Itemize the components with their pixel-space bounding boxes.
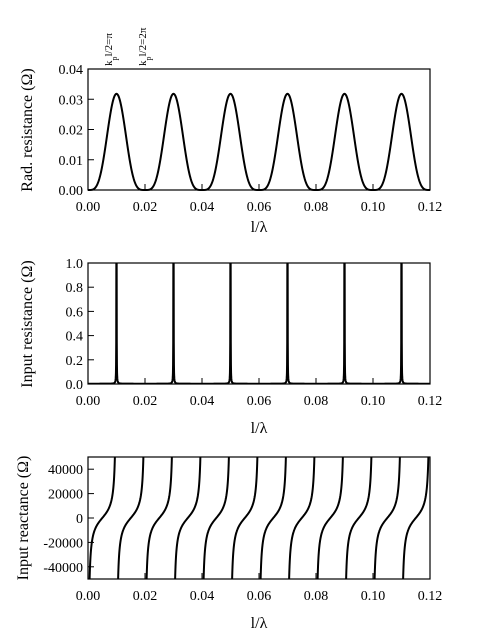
x-tick-label: 0.00 [76,200,101,215]
x-tick-label: 0.02 [133,589,158,604]
y-tick-label: 0.01 [59,154,84,169]
series-line-branch [174,457,202,579]
y-tick-label: 0.04 [59,63,84,78]
series-line-branch [259,457,287,579]
series-line-branch [402,457,430,579]
series-line-segment [373,263,430,384]
y-tick-label: -20000 [43,536,83,551]
x-tick-label: 0.06 [247,200,272,215]
x-tick-label: 0.08 [304,200,329,215]
y-tick-label: 0 [76,512,83,527]
y-tick-label: 0.8 [66,281,84,296]
y-tick-label: 0.03 [59,93,84,108]
y-tick-label: 0.0 [66,378,84,393]
series-line-branch [373,457,401,579]
series-line-segment [88,263,145,384]
panel-radiation-resistance: 0.00 0.01 0.02 0.03 0.04 0.00 0.02 0.04 0.06 0.0… [19,27,442,236]
series-line-segment [259,263,316,384]
plot-frame [87,262,431,385]
y-tick-label: 0.00 [59,184,84,199]
annotation-label: kpl/2=π [103,33,119,66]
y-tick-label: 0.02 [59,124,84,139]
x-tick-label: 0.06 [247,589,272,604]
x-axis-label: l/λ [251,420,268,437]
x-tick-label: 0.12 [418,200,443,215]
x-tick-label: 0.10 [361,394,386,409]
x-tick-label: 0.10 [361,589,386,604]
x-tick-label: 0.08 [304,589,329,604]
y-tick-label: 0.2 [66,354,84,369]
x-tick-label: 0.00 [76,589,101,604]
series-line-branch [88,457,116,579]
y-tick-label: -40000 [43,561,83,576]
series-line-segment [316,263,373,384]
y-tick-label: 0.4 [66,330,84,345]
x-tick-label: 0.10 [361,200,386,215]
series-line-branch [145,457,173,579]
series-line-branch [117,457,145,579]
x-tick-label: 0.12 [418,589,443,604]
y-tick-label: 1.0 [66,257,84,272]
panel-input-resistance: 0.0 0.2 0.4 0.6 0.8 1.0 0.00 0.02 0.04 0.06 0.08 0… [19,257,443,437]
x-tick-label: 0.08 [304,394,329,409]
x-axis-label: l/λ [251,615,268,632]
plot-frame [87,68,431,191]
y-tick-label: 20000 [48,488,83,503]
series-line-branch [288,457,316,579]
series-line-segment [202,263,259,384]
x-tick-label: 0.02 [133,394,158,409]
series-line-branch [202,457,230,579]
x-tick-label: 0.04 [190,589,215,604]
y-axis-label: Rad. resistance (Ω) [19,68,36,191]
annotation-label: kpl/2=2π [137,27,153,66]
series-line-branch [231,457,259,579]
series-line [88,92,430,191]
x-tick-label: 0.02 [133,200,158,215]
x-tick-label: 0.04 [190,394,215,409]
series-line-segment [145,263,202,384]
x-tick-label: 0.12 [418,394,443,409]
y-tick-label: 0.6 [66,305,84,320]
y-axis-label: Input resistance (Ω) [19,260,36,387]
x-axis-label: l/λ [251,219,268,236]
plot-frame [87,456,431,580]
y-axis-label: Input reactance (Ω) [15,456,32,581]
x-tick-label: 0.06 [247,394,272,409]
panel-input-reactance: -40000 -20000 0 20000 40000 0.00 0.02 0.04 0.06… [15,456,443,632]
x-tick-label: 0.04 [190,200,215,215]
series-line-branch [316,457,344,579]
y-tick-label: 40000 [48,463,83,478]
x-tick-label: 0.00 [76,394,101,409]
series-line-branch [345,457,373,579]
